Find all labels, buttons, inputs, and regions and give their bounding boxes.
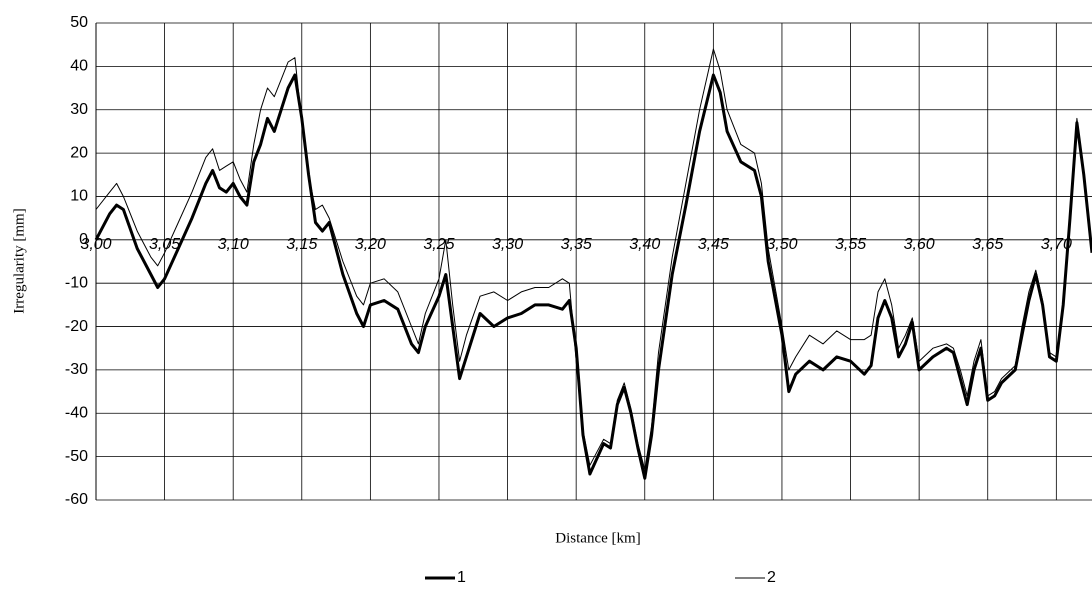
series-line: [94, 73, 1092, 480]
y-tick-label: 30: [70, 101, 88, 118]
x-tick-label: 3,10: [218, 236, 249, 253]
y-tick-label: -10: [65, 274, 88, 291]
x-tick-label: 3,20: [355, 236, 386, 253]
legend-label: 2: [767, 569, 776, 586]
x-tick-label: 3,05: [149, 236, 180, 253]
x-tick-label: 3,15: [286, 236, 317, 253]
series-line: [95, 48, 1092, 471]
y-tick-label: 20: [70, 144, 88, 161]
x-tick-label: 3,35: [561, 236, 592, 253]
y-axis-title: Irregularity [mm]: [11, 208, 27, 313]
y-tick-label: 10: [70, 188, 88, 205]
x-tick-label: 3,65: [972, 236, 1003, 253]
x-tick-label: 3,30: [492, 236, 523, 253]
y-tick-label: 0: [79, 231, 88, 248]
x-tick-label: 3,60: [904, 236, 935, 253]
x-tick-label: 3,55: [835, 236, 866, 253]
x-tick-label: 3,40: [629, 236, 660, 253]
y-tick-label: -60: [65, 491, 88, 508]
y-tick-label: 40: [70, 58, 88, 75]
y-tick-label: 50: [70, 14, 88, 31]
x-tick-label: 3,70: [1041, 236, 1072, 253]
x-tick-label: 3,45: [698, 236, 729, 253]
y-tick-label: -40: [65, 404, 88, 421]
y-tick-label: -30: [65, 361, 88, 378]
legend-label: 1: [457, 569, 466, 586]
x-tick-label: 3,50: [766, 236, 797, 253]
y-tick-label: -50: [65, 448, 88, 465]
y-tick-label: -20: [65, 318, 88, 335]
x-axis-title: Distance [km]: [555, 530, 640, 546]
x-tick-label: 3,25: [423, 236, 454, 253]
